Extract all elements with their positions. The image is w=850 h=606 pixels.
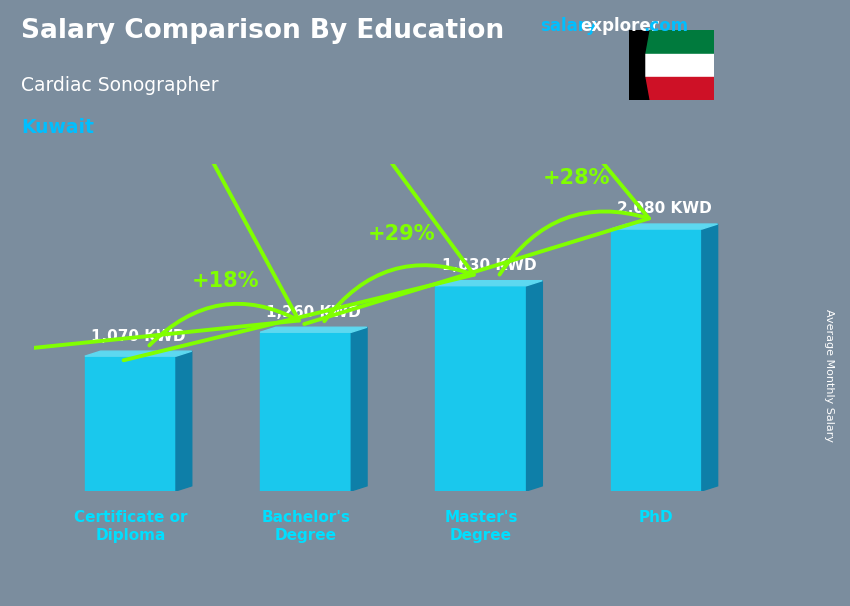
Text: 1,070 KWD: 1,070 KWD bbox=[91, 328, 185, 344]
FancyArrowPatch shape bbox=[0, 4, 299, 358]
Polygon shape bbox=[526, 281, 542, 491]
Text: salary: salary bbox=[540, 17, 597, 35]
FancyArrowPatch shape bbox=[123, 0, 473, 361]
Polygon shape bbox=[351, 327, 367, 491]
Polygon shape bbox=[629, 30, 649, 100]
Bar bbox=[629, 30, 714, 53]
Bar bbox=[435, 285, 526, 491]
Bar bbox=[260, 332, 351, 491]
Text: 1,630 KWD: 1,630 KWD bbox=[441, 258, 536, 273]
Text: +28%: +28% bbox=[543, 167, 610, 187]
Text: Salary Comparison By Education: Salary Comparison By Education bbox=[21, 18, 504, 44]
Text: .com: .com bbox=[643, 17, 689, 35]
Polygon shape bbox=[176, 351, 192, 491]
Polygon shape bbox=[435, 281, 542, 285]
Text: explorer: explorer bbox=[581, 17, 660, 35]
Text: 1,260 KWD: 1,260 KWD bbox=[266, 305, 361, 320]
Bar bbox=[629, 53, 714, 77]
Text: Average Monthly Salary: Average Monthly Salary bbox=[824, 309, 834, 442]
Polygon shape bbox=[702, 224, 717, 491]
FancyArrowPatch shape bbox=[304, 0, 649, 324]
Polygon shape bbox=[85, 351, 192, 356]
Text: +18%: +18% bbox=[192, 271, 260, 291]
Text: +29%: +29% bbox=[367, 224, 435, 244]
Text: Kuwait: Kuwait bbox=[21, 118, 94, 137]
Polygon shape bbox=[610, 224, 717, 229]
Bar bbox=[629, 77, 714, 100]
Bar bbox=[610, 229, 702, 491]
Text: 2,080 KWD: 2,080 KWD bbox=[617, 201, 711, 216]
Bar bbox=[85, 356, 176, 491]
Text: Cardiac Sonographer: Cardiac Sonographer bbox=[21, 76, 218, 95]
Polygon shape bbox=[260, 327, 367, 332]
